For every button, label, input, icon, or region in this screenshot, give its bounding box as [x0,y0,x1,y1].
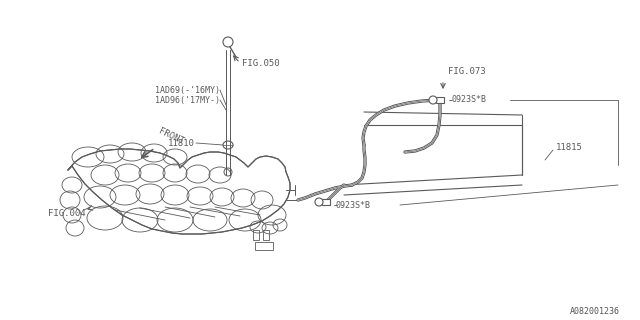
Text: 0923S*B: 0923S*B [452,95,487,105]
Polygon shape [68,149,290,234]
Text: FIG.004: FIG.004 [48,209,86,218]
Bar [255,242,273,250]
Bar [253,230,259,240]
Text: 0923S*B: 0923S*B [335,201,370,210]
Bar [436,97,444,103]
Bar [322,199,330,205]
Text: 1AD96('17MY-): 1AD96('17MY-) [155,95,220,105]
Text: FIG.073: FIG.073 [448,68,486,76]
Text: A082001236: A082001236 [570,308,620,316]
Text: 11810: 11810 [168,139,195,148]
Ellipse shape [315,198,323,206]
Text: 1AD69(-'16MY): 1AD69(-'16MY) [155,85,220,94]
Text: FIG.050: FIG.050 [242,59,280,68]
Ellipse shape [429,96,437,104]
Bar [263,230,269,240]
Text: 11815: 11815 [556,143,583,153]
Text: FRONT: FRONT [157,126,185,146]
